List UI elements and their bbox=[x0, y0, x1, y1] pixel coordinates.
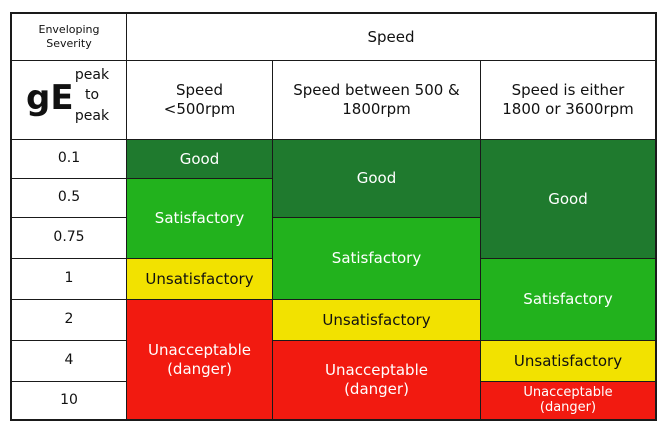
band-good: Good bbox=[272, 139, 481, 218]
ge-unit-header: gE peak to peak bbox=[11, 60, 127, 140]
severity-table: Enveloping Severity Speed gE peak to pea… bbox=[10, 12, 657, 421]
band-unacceptable: Unacceptable (danger) bbox=[480, 381, 656, 420]
band-label: Unsatisfactory bbox=[513, 351, 623, 370]
band-unsatisfactory: Unsatisfactory bbox=[480, 340, 656, 382]
level-cell: 2 bbox=[11, 299, 127, 341]
ge-label: gE bbox=[26, 78, 74, 118]
band-satisfactory: Satisfactory bbox=[480, 258, 656, 341]
band-satisfactory: Satisfactory bbox=[272, 217, 481, 300]
column-header-speed-500-1800: Speed between 500 & 1800rpm bbox=[272, 60, 481, 140]
level-cell: 4 bbox=[11, 340, 127, 382]
band-label: Unsatisfactory bbox=[322, 310, 431, 329]
column-header-label: Speed between 500 & 1800rpm bbox=[293, 81, 460, 118]
speed-label: Speed bbox=[367, 27, 415, 46]
band-label: Satisfactory bbox=[154, 209, 245, 228]
band-label: Unsatisfactory bbox=[145, 269, 254, 288]
level-value: 0.1 bbox=[57, 150, 81, 167]
level-value: 2 bbox=[64, 311, 74, 328]
level-value: 0.75 bbox=[53, 229, 85, 246]
band-unacceptable: Unacceptable (danger) bbox=[126, 299, 273, 420]
band-label: Satisfactory bbox=[523, 290, 613, 309]
speed-header: Speed bbox=[126, 13, 656, 61]
band-unacceptable: Unacceptable (danger) bbox=[272, 340, 481, 420]
peak-to-peak-label: peak to peak bbox=[74, 67, 110, 124]
band-good: Good bbox=[126, 139, 273, 179]
column-header-speed-1800-3600: Speed is either 1800 or 3600rpm bbox=[480, 60, 656, 140]
level-value: 4 bbox=[64, 352, 74, 369]
level-cell: 10 bbox=[11, 381, 127, 420]
level-cell: 0.1 bbox=[11, 139, 127, 179]
band-satisfactory: Satisfactory bbox=[126, 178, 273, 259]
column-header-label: Speed <500rpm bbox=[163, 81, 236, 118]
column-header-label: Speed is either 1800 or 3600rpm bbox=[502, 81, 634, 118]
enveloping-severity-header: Enveloping Severity bbox=[11, 13, 127, 61]
band-label: Unacceptable (danger) bbox=[148, 340, 251, 378]
level-cell: 1 bbox=[11, 258, 127, 300]
band-label: Unacceptable (danger) bbox=[325, 361, 428, 398]
column-header-speed-under-500: Speed <500rpm bbox=[126, 60, 273, 140]
band-good: Good bbox=[480, 139, 656, 259]
level-cell: 0.5 bbox=[11, 178, 127, 218]
band-label: Good bbox=[179, 149, 220, 168]
band-label: Satisfactory bbox=[331, 249, 422, 268]
level-value: 0.5 bbox=[57, 189, 81, 206]
level-cell: 0.75 bbox=[11, 217, 127, 259]
level-value: 1 bbox=[64, 270, 74, 287]
level-value: 10 bbox=[60, 391, 78, 408]
band-unsatisfactory: Unsatisfactory bbox=[126, 258, 273, 300]
band-unsatisfactory: Unsatisfactory bbox=[272, 299, 481, 341]
band-label: Good bbox=[548, 189, 588, 208]
enveloping-severity-label: Enveloping Severity bbox=[38, 23, 100, 50]
band-label: Good bbox=[356, 169, 397, 188]
band-label: Unacceptable (danger) bbox=[523, 385, 613, 415]
